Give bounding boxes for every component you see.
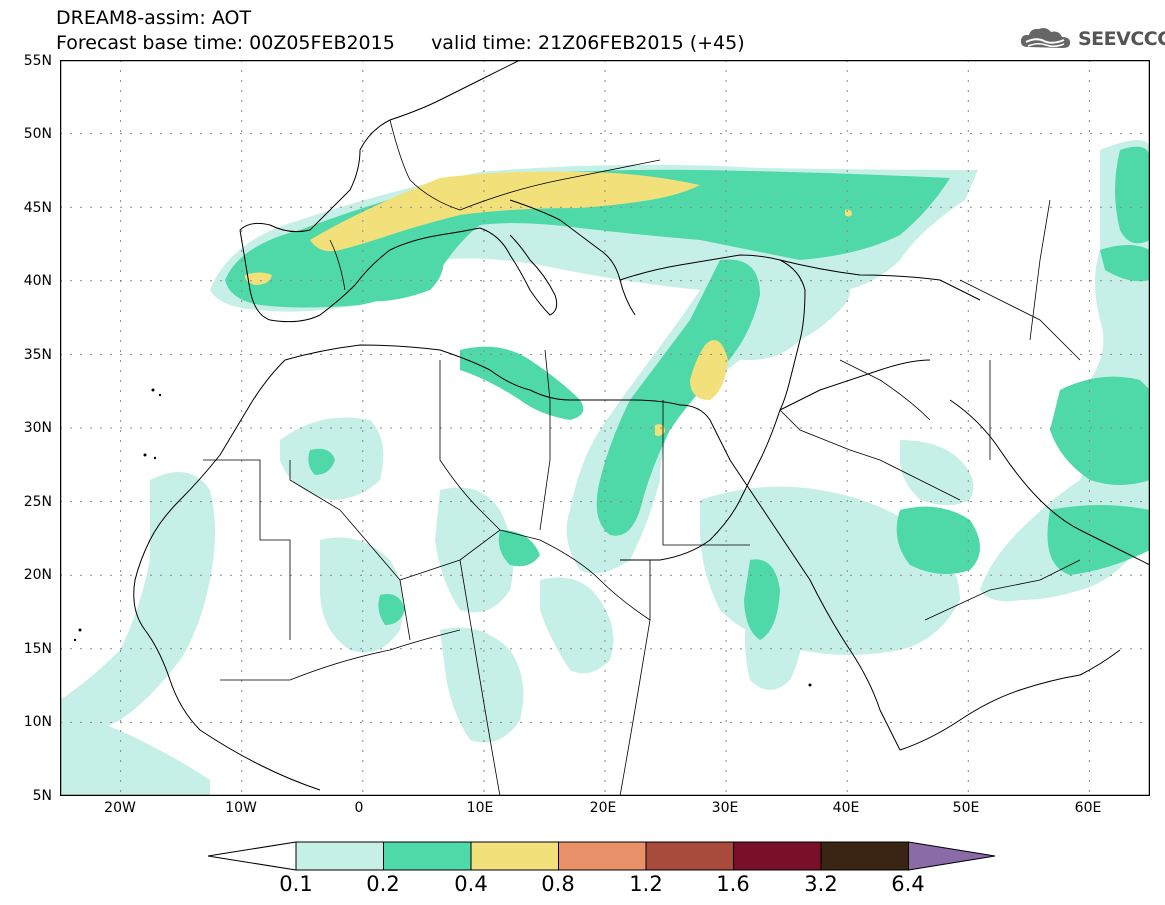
- lon-label: 40E: [832, 800, 860, 816]
- lon-label: 30E: [711, 800, 739, 816]
- colorbar-over-triangle: [908, 841, 996, 871]
- colorbar-label: 0.4: [454, 872, 488, 896]
- small-islands: [73, 388, 812, 687]
- lat-label: 5N: [32, 788, 52, 804]
- lat-label: 30N: [23, 420, 52, 436]
- colorbar-label: 1.2: [629, 872, 663, 896]
- coastlines: [133, 60, 1150, 791]
- colorbar-label: 0.8: [541, 872, 575, 896]
- lat-label: 15N: [23, 641, 52, 657]
- lon-label: 0: [354, 800, 364, 816]
- colorbar-segment: [383, 841, 472, 871]
- colorbar-label: 6.4: [891, 872, 925, 896]
- colorbar-segment: [295, 841, 384, 871]
- lat-label: 55N: [23, 53, 52, 69]
- country-borders: [203, 119, 1081, 796]
- colorbar-label: 3.2: [804, 872, 838, 896]
- forecast-time-label: Forecast base time: 00Z05FEB2015 valid t…: [56, 32, 745, 54]
- lon-label: 60E: [1074, 800, 1102, 816]
- map-frame: [60, 60, 1150, 796]
- colorbar-segment: [733, 841, 822, 871]
- map-title: DREAM8-assim: AOT: [56, 7, 252, 29]
- colorbar-label: 1.6: [716, 872, 750, 896]
- colorbar-label: 0.2: [366, 872, 400, 896]
- lat-label: 20N: [23, 567, 52, 583]
- aot-field-high: [244, 171, 852, 436]
- seevccc-logo: SEEVCCC: [1018, 25, 1165, 53]
- lat-label: 45N: [23, 200, 52, 216]
- cloud-icon: [1020, 28, 1071, 48]
- aot-map: [60, 60, 1150, 796]
- lat-label: 35N: [23, 347, 52, 363]
- colorbar-segment: [470, 841, 559, 871]
- colorbar-label: 0.1: [279, 872, 313, 896]
- lat-label: 50N: [23, 126, 52, 142]
- lon-label: 10E: [466, 800, 494, 816]
- lat-label: 40N: [23, 273, 52, 289]
- lon-label: 20E: [589, 800, 617, 816]
- lat-label: 10N: [23, 714, 52, 730]
- colorbar-segment: [558, 841, 647, 871]
- lon-label: 50E: [952, 800, 980, 816]
- colorbar-segment: [820, 841, 909, 871]
- colorbar-under-triangle: [207, 841, 297, 871]
- lon-label: 10W: [225, 800, 257, 816]
- graticule: [60, 60, 1150, 796]
- colorbar: [207, 841, 996, 871]
- colorbar-segment: [645, 841, 734, 871]
- lat-label: 25N: [23, 494, 52, 510]
- lon-label: 20W: [104, 800, 136, 816]
- logo-text: SEEVCCC: [1078, 28, 1165, 50]
